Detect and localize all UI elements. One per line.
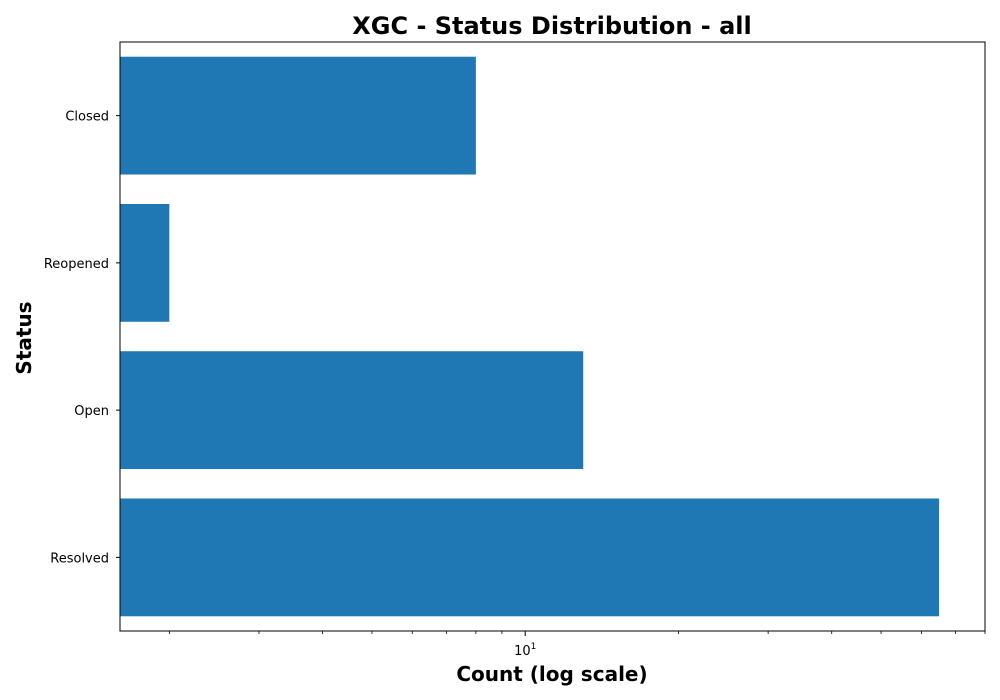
plot-area: Resolved Open Reopened Closed 101 <box>44 41 986 659</box>
bar-open <box>120 351 584 470</box>
axes-frame <box>119 41 986 632</box>
x-tick-label: 101 <box>514 642 536 659</box>
x-axis-label: Count (log scale) <box>456 662 647 686</box>
chart-title: XGC - Status Distribution - all <box>352 12 751 40</box>
y-tick-label-resolved: Resolved <box>50 551 109 566</box>
y-tick-label-closed: Closed <box>65 110 109 125</box>
y-axis-label: Status <box>12 301 36 374</box>
y-tick-label-reopened: Reopened <box>44 257 109 272</box>
y-tick-label-open: Open <box>74 404 109 419</box>
bar-reopened <box>120 203 170 322</box>
bar-resolved <box>120 498 940 617</box>
bar-closed <box>120 56 476 175</box>
